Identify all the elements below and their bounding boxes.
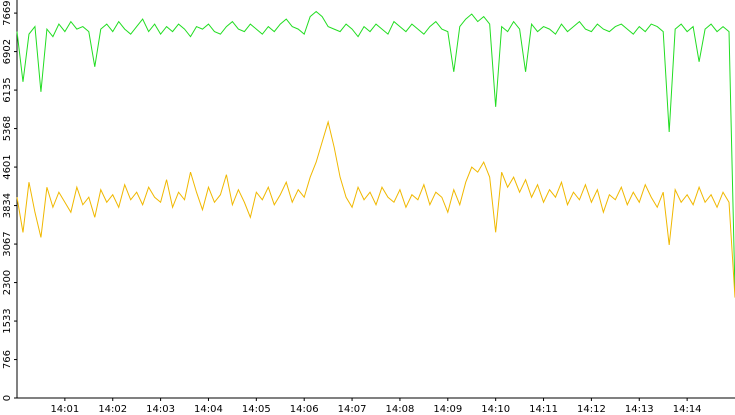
x-tick-label: 14:14: [673, 404, 702, 415]
x-tick-label: 14:08: [386, 404, 415, 415]
x-tick-label: 14:06: [290, 404, 319, 415]
y-tick-label: 4601: [2, 154, 13, 179]
series-line: [16, 120, 735, 298]
x-tick-label: 14:13: [625, 404, 654, 415]
x-tick-label: 14:09: [433, 404, 462, 415]
y-tick-label: 2300: [2, 270, 13, 295]
y-tick-label: 3834: [2, 193, 13, 218]
x-tick-label: 14:10: [481, 404, 510, 415]
x-tick-label: 14:07: [338, 404, 367, 415]
x-tick-label: 14:03: [146, 404, 175, 415]
y-tick-label: 0: [2, 395, 13, 401]
x-tick-label: 14:11: [529, 404, 558, 415]
x-tick-label: 14:04: [194, 404, 223, 415]
y-tick-label: 6902: [2, 39, 13, 64]
y-tick-label: 766: [2, 350, 13, 369]
y-tick-label: 1533: [2, 308, 13, 333]
x-tick-label: 14:02: [98, 404, 127, 415]
series-line: [16, 10, 735, 293]
y-tick-label: 3067: [2, 231, 13, 256]
y-tick-label: 5368: [2, 116, 13, 141]
y-tick-label: 6135: [2, 77, 13, 102]
x-tick-label: 14:05: [242, 404, 271, 415]
y-tick-label: 7669: [2, 0, 13, 25]
x-tick-label: 14:12: [577, 404, 606, 415]
x-tick-label: 14:01: [50, 404, 79, 415]
